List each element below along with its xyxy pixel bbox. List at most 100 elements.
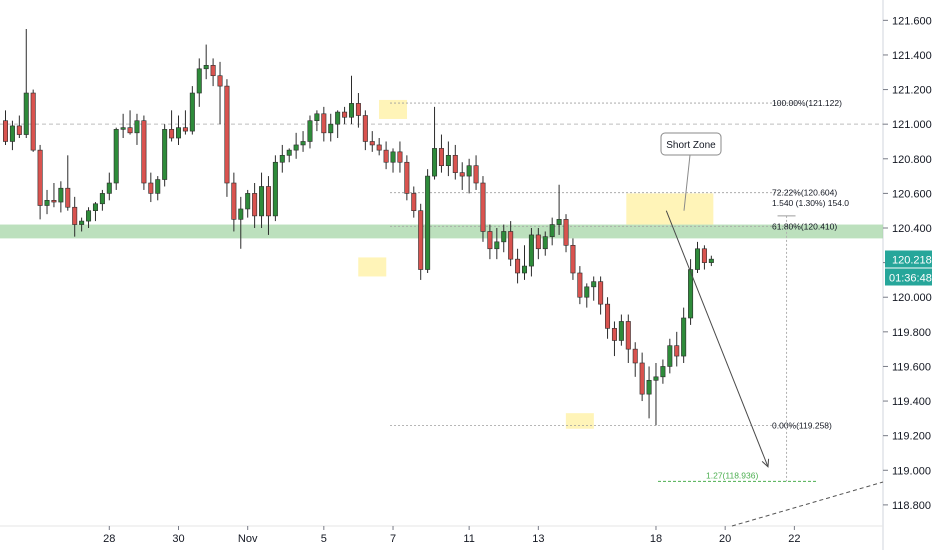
time-tick-label: 11 (463, 533, 474, 545)
bar-countdown-box (885, 268, 932, 286)
time-tick-label: 5 (321, 533, 327, 545)
candle-down (598, 281, 604, 305)
candle-down (65, 187, 71, 208)
bar-countdown-label: 01:36:48 (889, 273, 932, 285)
fib-level-label: 100.00%(121.122) (772, 98, 842, 108)
candle-down (72, 206, 78, 225)
candle-down (487, 231, 493, 250)
candle-down (570, 245, 576, 274)
candle-up (667, 345, 673, 367)
support-zone (0, 224, 883, 239)
candle-down (265, 186, 271, 217)
short-zone-callout[interactable] (660, 132, 722, 156)
candle-up (106, 182, 112, 194)
candle-down (182, 127, 188, 132)
candle-up (58, 187, 64, 203)
candle-up (238, 208, 244, 220)
candle-down (141, 120, 147, 184)
candle-up (300, 141, 306, 146)
fibonacci-retracement[interactable]: 100.00%(121.122) 72.22%(120.604) 61.80%(12… (390, 98, 842, 431)
short-zone-callout-pointer (683, 154, 691, 211)
price-axis[interactable]: 121.600 121.400 121.200 121.000 120.800 120.6… (883, 15, 932, 512)
short-zone-label: Short Zone (666, 140, 716, 151)
price-tick-label: 120.600 (892, 188, 932, 200)
price-tick-label: 120.000 (892, 292, 932, 304)
candle-down (404, 161, 410, 194)
candle-up (694, 248, 700, 270)
candle-up (279, 155, 285, 163)
time-axis[interactable]: 28 30 Nov 5 7 11 13 18 20 22 (103, 526, 801, 545)
candle-down (411, 193, 417, 211)
candle-up (99, 193, 105, 205)
candle-down (639, 362, 645, 395)
candle-down (383, 149, 389, 163)
time-tick-label: 7 (390, 533, 396, 545)
projection-drawings[interactable]: 1.540 (1.30%) 154.0 1.27(118.936) Short Zo… (658, 132, 884, 527)
candle-up (245, 193, 251, 210)
candle-down (473, 165, 479, 184)
price-tick-label: 120.800 (892, 154, 932, 166)
candle-up (646, 379, 652, 395)
last-price-label: 120.218 (892, 255, 932, 267)
candle-up (196, 68, 202, 94)
candle-down (611, 328, 617, 341)
candle-down (210, 65, 216, 77)
candle-down (321, 113, 327, 134)
candle-up (556, 219, 562, 225)
candle-down (217, 75, 223, 87)
candle-up (189, 92, 195, 132)
candle-up (92, 203, 98, 212)
candle-up (44, 200, 50, 206)
candle-up (286, 149, 292, 156)
fib-level-label: 0.00%(119.258) (772, 421, 832, 431)
candle-up (120, 127, 126, 130)
last-price-box (885, 250, 932, 268)
candle-up (549, 224, 555, 237)
candle-up (660, 366, 666, 378)
candle-down (148, 182, 154, 194)
candle-up (23, 92, 29, 135)
candle-down (355, 103, 361, 116)
candlestick-series (2, 28, 714, 426)
swing-highlight-box (565, 413, 594, 429)
price-tick-label: 119.400 (892, 396, 931, 408)
candle-up (708, 258, 714, 263)
candle-up (653, 376, 659, 381)
candle-down (127, 127, 133, 134)
candle-down (605, 303, 611, 329)
support-zone-band (0, 224, 883, 239)
candle-up (203, 65, 209, 70)
candle-down (369, 141, 375, 146)
candle-down (452, 155, 458, 173)
candle-up (432, 148, 438, 177)
candle-up (390, 151, 396, 163)
candle-up (348, 103, 354, 118)
candle-up (259, 186, 265, 217)
candle-up (86, 210, 92, 222)
price-tick-label: 121.600 (892, 15, 932, 27)
candle-down (563, 219, 569, 246)
price-tick-label: 119.200 (892, 431, 931, 443)
time-tick-label: 18 (650, 533, 662, 545)
candle-down (169, 129, 175, 139)
candle-up (79, 220, 85, 225)
candle-down (508, 231, 514, 260)
candle-up (307, 120, 313, 142)
candle-up (328, 123, 334, 134)
candle-down (397, 151, 403, 163)
candle-up (494, 241, 500, 250)
candle-up (528, 234, 534, 267)
candle-up (584, 286, 590, 298)
candle-up (314, 113, 320, 122)
candle-down (362, 115, 368, 142)
extension-target-label: 1.27(118.936) (706, 470, 758, 480)
candle-down (674, 345, 680, 357)
candle-down (459, 172, 465, 177)
time-tick-label: 13 (532, 533, 544, 545)
candle-up (445, 155, 451, 167)
swing-highlight-box (379, 99, 408, 119)
price-tick-label: 119.600 (892, 361, 931, 373)
fib-level-label: 61.80%(120.410) (772, 221, 837, 231)
